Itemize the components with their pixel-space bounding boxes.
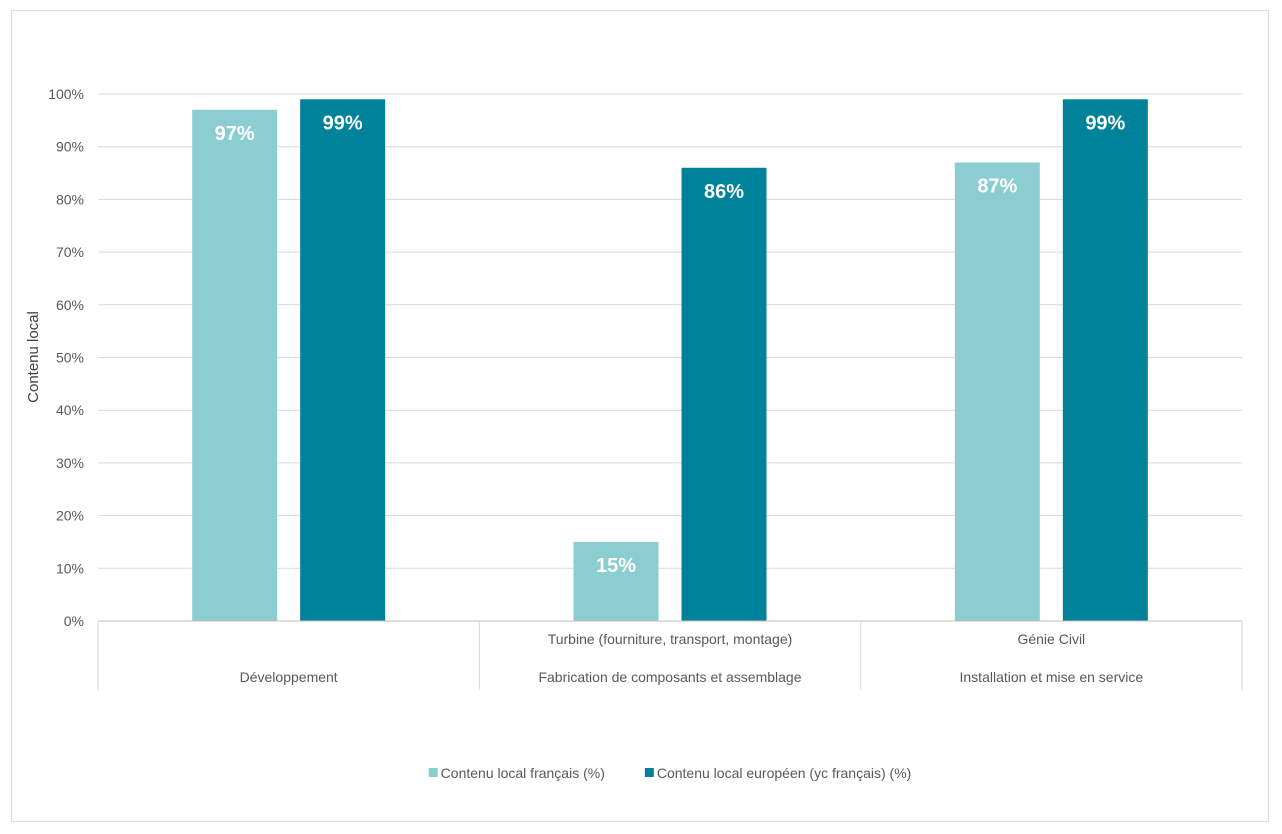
legend-swatch-1 [428, 768, 438, 777]
bars [192, 99, 1148, 621]
data-label-series2-cat1: 99% [323, 112, 363, 134]
legend-label-2: Contenu local européen (yc français) (%) [657, 765, 911, 781]
y-tick-label-90: 90% [56, 139, 84, 155]
legend: Contenu local français (%) Contenu local … [428, 765, 911, 781]
bar-series2-cat3 [1062, 99, 1148, 621]
y-tick-label-10: 10% [56, 560, 84, 576]
y-tick-label-40: 40% [56, 402, 84, 418]
x-group-label-cat3: Installation et mise en service [960, 669, 1144, 685]
bar-series2-cat2 [681, 167, 767, 621]
y-tick-label-50: 50% [56, 350, 84, 366]
bar-series1-cat1 [192, 109, 278, 621]
bar-series1-cat3 [954, 162, 1040, 621]
x-group-label-cat2: Fabrication de composants et assemblage [538, 669, 801, 685]
y-tick-label-100: 100% [48, 86, 84, 102]
y-axis-label: Contenu local [25, 311, 42, 403]
y-tick-label-70: 70% [56, 244, 84, 260]
bar-series2-cat1 [300, 99, 386, 621]
y-tick-label-80: 80% [56, 191, 84, 207]
x-group-label-cat1: Développement [240, 669, 338, 685]
data-label-series2-cat3: 99% [1085, 112, 1125, 134]
x-sublabel-cat2: Turbine (fourniture, transport, montage) [548, 631, 793, 647]
data-label-series1-cat1: 97% [215, 123, 255, 145]
data-label-series1-cat3: 87% [977, 176, 1017, 198]
y-tick-label-60: 60% [56, 297, 84, 313]
y-tick-label-0: 0% [64, 613, 84, 629]
y-tick-label-20: 20% [56, 508, 84, 524]
legend-swatch-2 [644, 768, 654, 777]
x-sublabel-cat3: Génie Civil [1017, 631, 1085, 647]
x-axis: Développement Turbine (fourniture, transp… [97, 620, 1243, 690]
y-tick-label-30: 30% [56, 455, 84, 471]
data-label-series2-cat2: 86% [704, 181, 744, 203]
data-labels: 97% 99% 15% 86% 87% 99% [215, 112, 1126, 577]
y-axis-ticks: 0% 10% 20% 30% 40% 50% 60% 70% 80% 90% 100% [48, 86, 84, 629]
bar-series1-cat2 [573, 541, 659, 621]
data-label-series1-cat2: 15% [596, 555, 636, 577]
legend-label-1: Contenu local français (%) [441, 765, 605, 781]
